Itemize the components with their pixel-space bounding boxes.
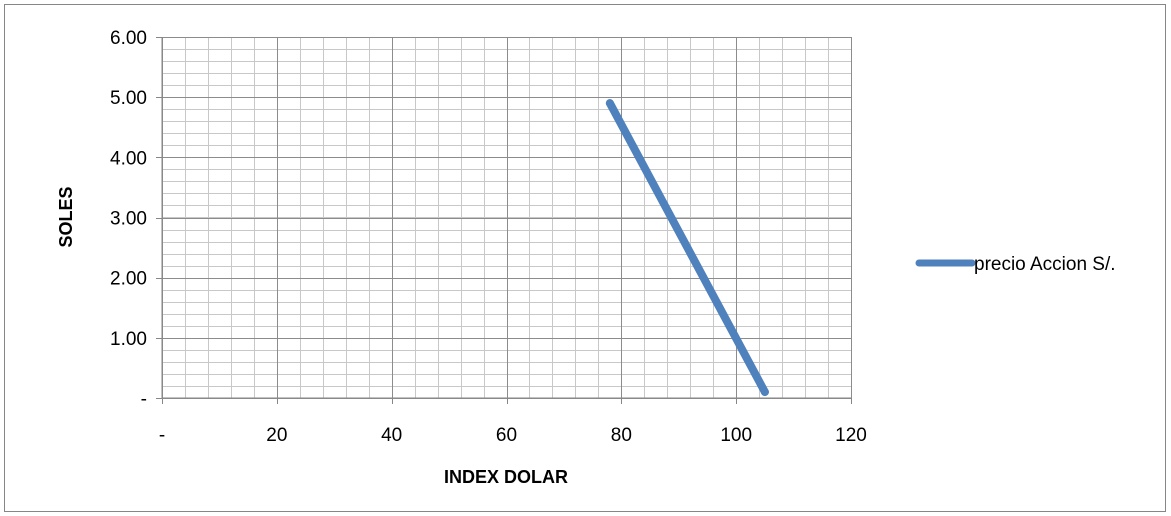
- y-tick-labels: - 1.00 2.00 3.00 4.00 5.00 6.00: [110, 28, 147, 410]
- series-layer: [605, 99, 769, 396]
- y-axis-title: SOLES: [56, 186, 76, 247]
- legend: precio Accion S/.: [915, 254, 1116, 275]
- x-tick-label: 20: [266, 425, 287, 446]
- x-tick-label: 60: [496, 425, 517, 446]
- data-point: [605, 99, 614, 108]
- x-tick-label: 40: [381, 425, 402, 446]
- x-tick-label: 120: [835, 425, 867, 446]
- x-tick-labels: - 20 40 60 80 100 120: [159, 425, 867, 446]
- x-axis-title: INDEX DOLAR: [444, 467, 568, 487]
- legend-label: precio Accion S/.: [974, 254, 1116, 275]
- x-tick-label: 80: [611, 425, 632, 446]
- y-tick-label: 6.00: [110, 28, 147, 49]
- data-point: [760, 387, 769, 396]
- y-tick-label: -: [141, 389, 147, 410]
- y-tick-label: 4.00: [110, 148, 147, 169]
- series-line: [605, 99, 769, 396]
- y-tick-label: 1.00: [110, 329, 147, 350]
- x-tick-label: -: [159, 425, 165, 446]
- x-tick-label: 100: [720, 425, 752, 446]
- y-tick-label: 3.00: [110, 209, 147, 230]
- y-tick-label: 2.00: [110, 269, 147, 290]
- y-tick-label: 5.00: [110, 88, 147, 109]
